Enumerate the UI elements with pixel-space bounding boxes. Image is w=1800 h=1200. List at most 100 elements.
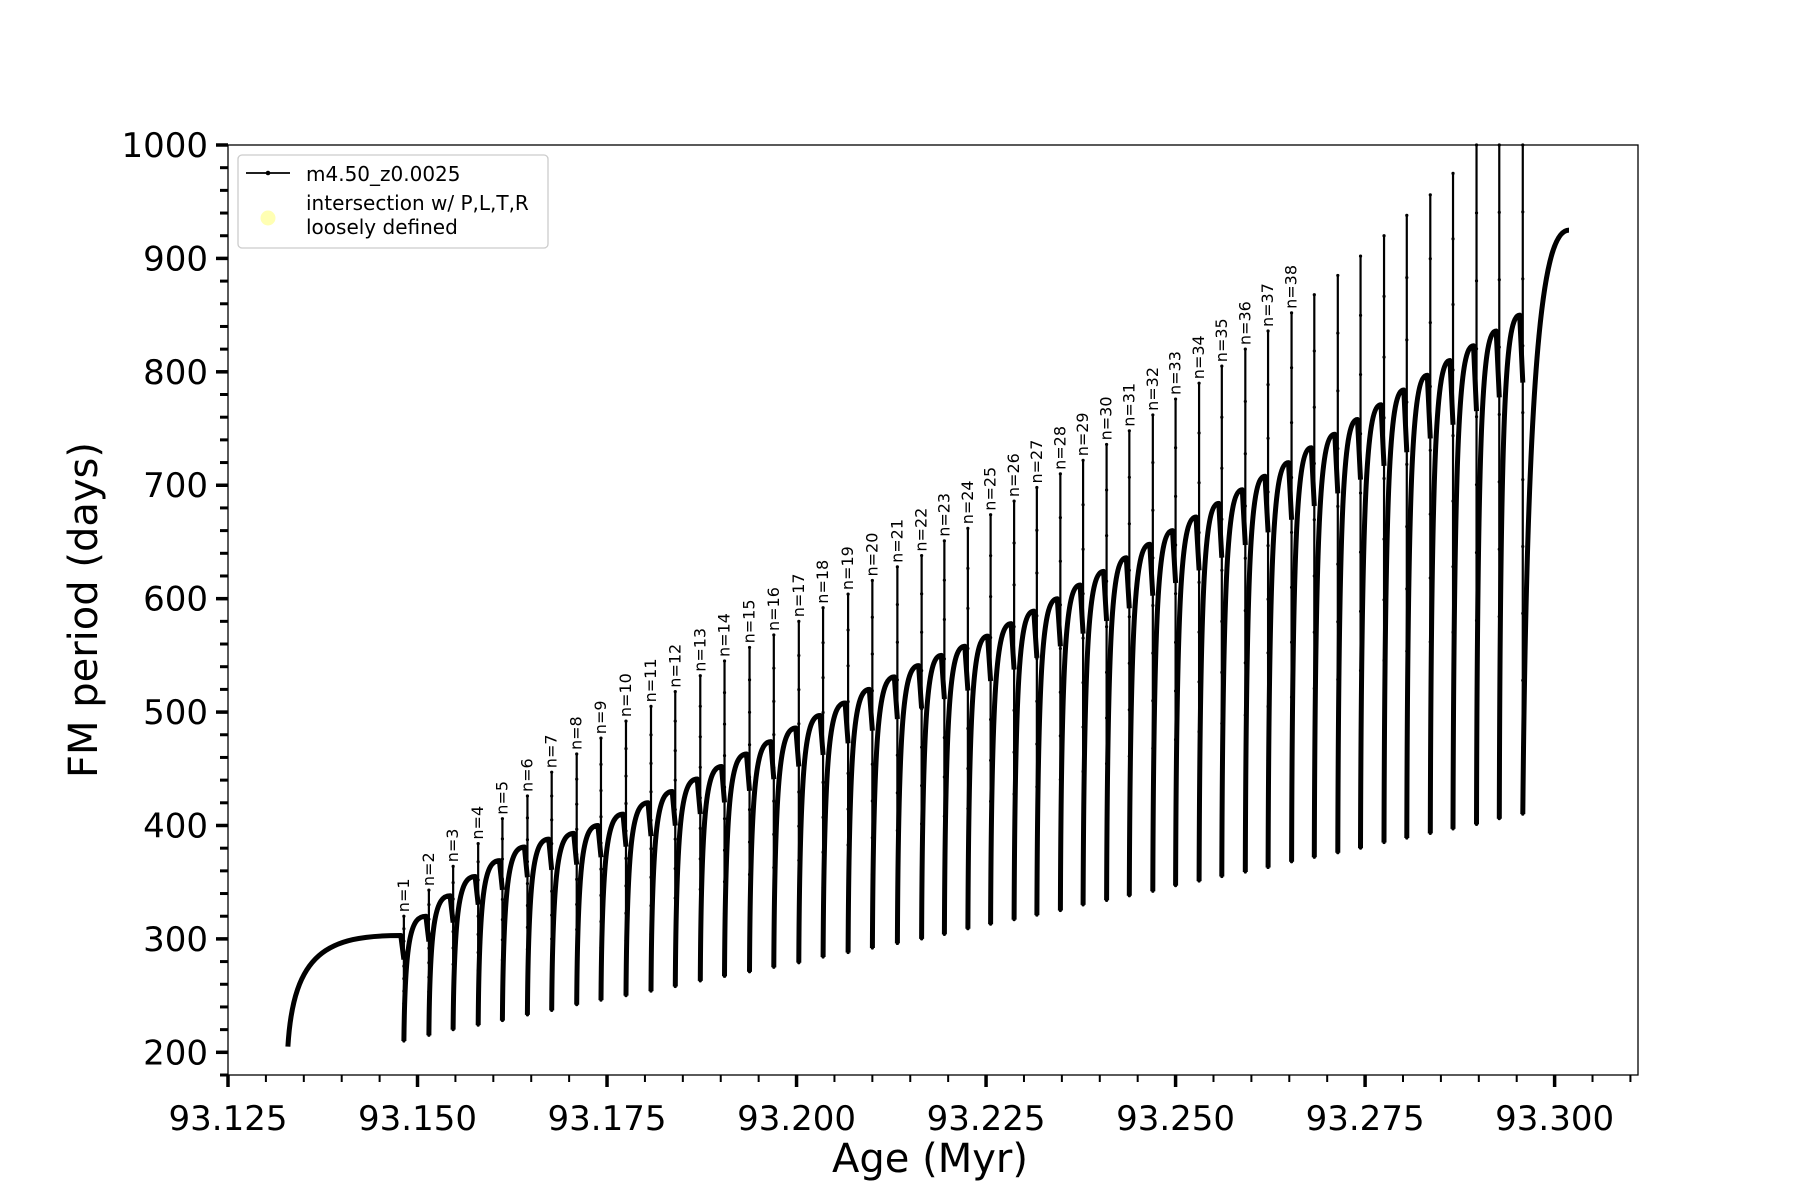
- pulse-spike-dot: [1428, 257, 1432, 261]
- pulse-spike-dot: [1428, 831, 1432, 836]
- pulse-spike-dot: [989, 513, 993, 517]
- pulse-spike-dot: [476, 1023, 480, 1027]
- pulse-spike-dot: [673, 837, 677, 841]
- pulse-spike-dot: [920, 668, 924, 673]
- pulse-spike-dot: [1428, 512, 1432, 516]
- pulse-spike-dot: [698, 826, 702, 830]
- pulse-spike-dot: [1382, 416, 1386, 420]
- pulse-spike-dot: [649, 875, 653, 879]
- pulse-spike-dot: [1104, 716, 1109, 720]
- pulse-label: n=13: [690, 628, 709, 672]
- pulse-spike-dot: [1497, 817, 1501, 821]
- pulse-spike-dot: [1058, 690, 1062, 694]
- pulse-spike-dot: [649, 733, 653, 737]
- pulse-spike-dot: [575, 952, 579, 957]
- x-axis: 93.125 93.150 93.175 93.200 93.225 93.250 93.2…: [169, 1075, 1632, 1139]
- pulse-spike-dot: [1289, 805, 1294, 809]
- pulse-spike-dot: [1521, 477, 1525, 482]
- pulse-spike-dot: [966, 847, 970, 851]
- pulse-spike-dot: [1173, 786, 1178, 790]
- pulse-label: n=2: [419, 852, 438, 886]
- pulse-spike-dot: [1266, 436, 1270, 440]
- pulse-spike-dot: [1382, 537, 1386, 541]
- pulse-spike-dot: [772, 733, 776, 737]
- pulse-spike-dot: [1220, 466, 1224, 470]
- pulse-spike-dot: [895, 565, 899, 569]
- pulse-spike-dot: [1312, 686, 1316, 691]
- pulse-spike-dot: [1127, 568, 1131, 572]
- legend-dot-marker: [265, 170, 271, 176]
- pulse-spike-dot: [1058, 734, 1062, 738]
- pulse-spike-dot: [1521, 210, 1525, 214]
- pulse-spike-dot: [1243, 504, 1247, 508]
- pulse-spike-dot: [673, 778, 677, 782]
- pulse-spike-dot: [1035, 614, 1039, 618]
- pulse-spike-dot: [1451, 171, 1455, 175]
- pulse-spike-dot: [402, 1014, 406, 1018]
- pulse-spike-dot: [797, 722, 801, 726]
- legend-intersection-line-1: intersection w/ P,L,T,R: [306, 191, 529, 215]
- pulse-label: n=7: [542, 734, 561, 768]
- pulse-spike-dot: [1266, 383, 1270, 387]
- pulse-spike-dot: [599, 946, 603, 950]
- pulse-spike-dot: [1081, 592, 1085, 596]
- pulse-label: n=35: [1212, 318, 1231, 362]
- pulse-spike-dot: [797, 824, 801, 828]
- pulse-spike-dot: [1358, 313, 1363, 317]
- pulse-spike-dot: [1521, 277, 1525, 281]
- pulse-spike-dot: [427, 1019, 431, 1023]
- pulse-label: n=30: [1097, 396, 1116, 440]
- pulse-spike-dot: [772, 799, 776, 803]
- pulse-spike-dot: [1521, 678, 1525, 682]
- pulse-spike-dot: [1220, 772, 1224, 777]
- pulse-spike-dot: [1012, 708, 1016, 712]
- pulse-spike-dot: [624, 884, 628, 888]
- pulse-spike-dot: [649, 847, 653, 851]
- pulse-spike-dot: [1289, 585, 1294, 589]
- pulse-spike-dot: [1474, 822, 1479, 826]
- pulse-spike-dot: [942, 539, 946, 543]
- pulse-spike-dot: [550, 1008, 554, 1012]
- pulse-spike-dot: [1428, 640, 1432, 644]
- y-tick-label: 200: [143, 1033, 208, 1073]
- pulse-spike-dot: [1382, 476, 1386, 481]
- pulse-spike-dot: [1451, 499, 1455, 503]
- pulse-spike-dot: [1081, 458, 1085, 462]
- pulse-spike-dot: [1173, 883, 1178, 888]
- pulse-spike-dot: [1521, 812, 1525, 816]
- pulse-spike-dot: [1012, 834, 1016, 838]
- pulse-label: n=18: [813, 560, 832, 604]
- pulse-spike-dot: [1405, 649, 1409, 653]
- pulse-spike-dot: [895, 791, 899, 795]
- pulse-spike-dot: [989, 635, 993, 640]
- pulse-spike-dot: [1451, 696, 1455, 700]
- pulse-spike-dot: [500, 837, 505, 841]
- pulse-spike-dot: [550, 913, 554, 917]
- pulse-spike-dot: [575, 902, 579, 907]
- pulse-spike-dot: [722, 848, 727, 852]
- pulse-spike-dot: [1058, 821, 1062, 825]
- legend: m4.50_z0.0025 intersection w/ P,L,T,R lo…: [237, 154, 549, 249]
- pulse-spike-dot: [575, 927, 579, 932]
- pulse-spike-dot: [550, 889, 554, 893]
- pulse-spike-dot: [1127, 708, 1131, 712]
- pulse-label: n=9: [591, 700, 610, 734]
- pulse-spike-dot: [1104, 534, 1109, 538]
- pulse-spike-dot: [1497, 547, 1501, 551]
- pulse-spike-dot: [673, 955, 677, 959]
- pulse-spike-dot: [1266, 704, 1270, 709]
- legend-intersection-line-2: loosely defined: [306, 215, 458, 239]
- pulse-spike-dot: [747, 678, 752, 682]
- pulse-spike-dot: [1382, 840, 1386, 845]
- pulse-spike-dot: [550, 865, 554, 870]
- pulse-spike-dot: [698, 948, 702, 952]
- pulse-spike-dot: [1336, 851, 1340, 855]
- pulse-spike-dot: [698, 735, 702, 739]
- pulse-spike-dot: [772, 832, 776, 836]
- pulse-spike-dot: [1336, 447, 1340, 451]
- pulse-spike-dot: [870, 615, 874, 619]
- pulse-spike-dot: [599, 998, 603, 1002]
- pulse-spike-dot: [722, 880, 727, 884]
- pulse-spike-dot: [1243, 608, 1247, 613]
- pulse-spike-dot: [1151, 699, 1155, 703]
